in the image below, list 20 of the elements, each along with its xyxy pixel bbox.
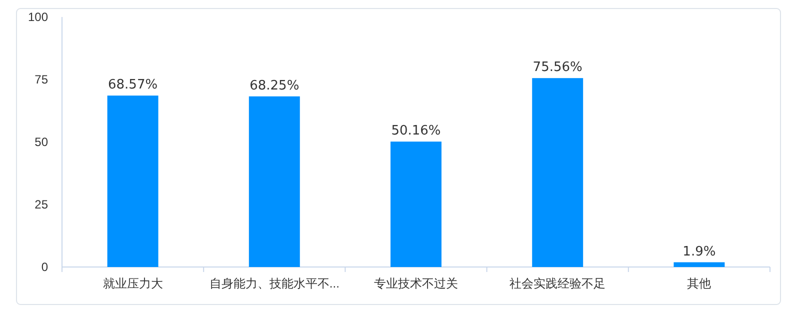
x-tick-label: 其他 xyxy=(687,276,712,291)
x-tick-label: 社会实践经验不足 xyxy=(510,276,606,291)
data-label: 1.9% xyxy=(682,244,716,260)
bar xyxy=(248,96,300,267)
x-tick-label: 专业技术不过关 xyxy=(374,276,458,291)
data-label: 68.25% xyxy=(250,78,300,94)
bar xyxy=(674,262,725,267)
bar xyxy=(107,96,158,267)
x-tick-label: 自身能力、技能水平不... xyxy=(209,276,340,291)
x-tick-label: 就业压力大 xyxy=(102,276,163,291)
bar xyxy=(390,142,442,267)
data-label: 68.57% xyxy=(108,78,158,93)
bar xyxy=(532,78,584,267)
data-label: 50.16% xyxy=(391,124,441,139)
y-tick-label: 75 xyxy=(34,72,48,86)
y-tick-label: 100 xyxy=(28,10,48,24)
y-tick-label: 0 xyxy=(41,260,48,274)
data-label: 75.56% xyxy=(532,60,582,76)
y-tick-label: 50 xyxy=(34,134,48,149)
y-tick-label: 25 xyxy=(34,197,48,212)
